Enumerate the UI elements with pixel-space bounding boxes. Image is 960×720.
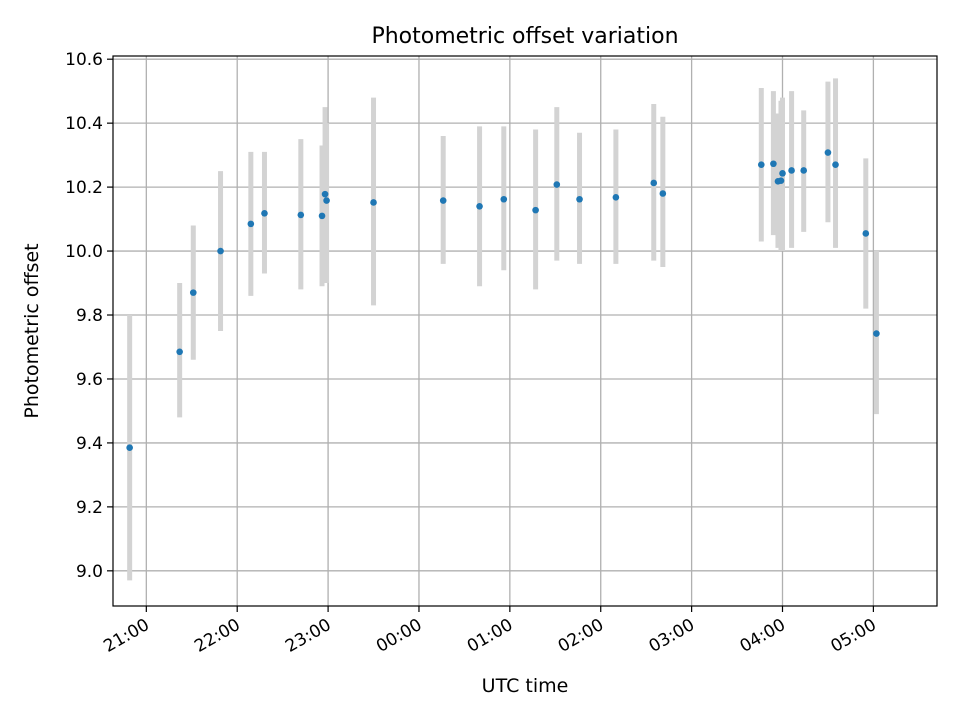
- y-tick-label: 9.2: [76, 498, 103, 518]
- data-point: [873, 330, 880, 337]
- data-point: [321, 190, 329, 198]
- data-point: [576, 195, 583, 203]
- data-point: [247, 220, 255, 228]
- data-point: [650, 179, 658, 187]
- y-tick-label: 10.2: [65, 178, 103, 198]
- data-point: [126, 444, 133, 452]
- y-tick-label: 9.8: [76, 306, 103, 326]
- x-axis-label: UTC time: [482, 675, 569, 697]
- data-point: [261, 210, 268, 217]
- data-point: [824, 149, 832, 156]
- data-point: [553, 181, 561, 188]
- data-point: [176, 348, 183, 356]
- y-axis-label: Photometric offset: [21, 243, 43, 418]
- data-point: [862, 230, 870, 237]
- data-point: [476, 202, 483, 210]
- y-tick-label: 9.4: [76, 434, 103, 454]
- points: [126, 149, 880, 452]
- y-tick-label: 10.6: [65, 50, 103, 70]
- data-point: [788, 167, 795, 174]
- data-point: [439, 197, 447, 204]
- y-tick-label: 10.0: [65, 242, 103, 262]
- chart-title: Photometric offset variation: [371, 24, 678, 49]
- y-tick-label: 9.0: [76, 562, 103, 582]
- data-point: [297, 211, 305, 219]
- data-point: [217, 247, 224, 255]
- data-point: [370, 199, 377, 206]
- data-point: [757, 161, 765, 169]
- data-point: [832, 161, 839, 169]
- data-point: [770, 160, 777, 168]
- data-point: [779, 170, 786, 177]
- data-point: [800, 167, 808, 174]
- y-tick-label: 10.4: [65, 114, 103, 134]
- grid: [113, 56, 937, 606]
- plot-frame: [112, 55, 938, 607]
- y-tick-label: 9.6: [76, 370, 103, 390]
- data-point: [612, 194, 620, 201]
- data-point: [189, 289, 197, 296]
- data-point: [777, 177, 785, 185]
- data-point: [318, 212, 326, 220]
- data-point: [532, 206, 539, 214]
- data-point: [500, 195, 508, 203]
- data-point: [323, 197, 330, 204]
- data-point: [659, 190, 667, 197]
- y-axis-ticks: 9.0 9.2 9.4 9.6 9.8 10.0 10.2 10.4 10.6: [65, 50, 113, 582]
